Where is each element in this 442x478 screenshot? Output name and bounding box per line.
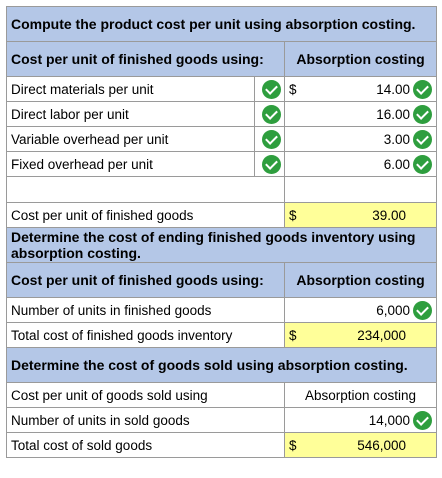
check-icon	[262, 154, 281, 174]
currency-symbol	[284, 101, 305, 127]
table-row: Total cost of sold goods $ 546,000	[6, 432, 438, 458]
section2-header-row: Cost per unit of finished goods using: A…	[6, 262, 438, 298]
direct-materials-value: 14.00	[376, 81, 411, 97]
currency-symbol	[284, 126, 305, 152]
section1-title: Compute the product cost per unit using …	[5, 6, 438, 42]
table-row: Total cost of finished goods inventory $…	[6, 322, 438, 348]
section3-header-row: Cost per unit of goods sold using Absorp…	[6, 382, 438, 408]
total-finished-inventory-value: 234,000	[304, 322, 438, 348]
total-finished-inventory-label: Total cost of finished goods inventory	[6, 322, 285, 348]
direct-labor-input[interactable]: 16.00	[304, 101, 438, 127]
check-icon	[413, 154, 433, 174]
section2-title: Determine the cost of ending finished go…	[5, 227, 438, 263]
currency-symbol: $	[284, 76, 305, 102]
check-icon	[262, 129, 281, 149]
fixed-overhead-input[interactable]: 6.00	[304, 151, 438, 177]
table-row: Number of units in sold goods 14,000	[6, 407, 438, 433]
section3-title: Determine the cost of goods sold using a…	[5, 347, 438, 383]
currency-symbol: $	[284, 432, 305, 458]
section3-header-col: Absorption costing	[283, 382, 438, 408]
units-sold-input[interactable]: 14,000	[304, 407, 438, 433]
variable-overhead-input[interactable]: 3.00	[304, 126, 438, 152]
section2-header-label: Cost per unit of finished goods using:	[6, 262, 285, 298]
cost-per-unit-label: Cost per unit of finished goods	[6, 202, 285, 228]
section2-title-row: Determine the cost of ending finished go…	[5, 227, 438, 263]
check-icon	[262, 79, 281, 99]
total-sold-label: Total cost of sold goods	[6, 432, 285, 458]
units-finished-value: 6,000	[376, 302, 411, 318]
section2-header-col: Absorption costing	[283, 262, 438, 298]
section1-header-row: Cost per unit of finished goods using: A…	[6, 41, 438, 77]
table-row: Cost per unit of finished goods $ 39.00	[6, 202, 438, 228]
check-icon	[413, 410, 433, 430]
check-icon	[262, 104, 281, 124]
check-icon	[413, 300, 433, 320]
table-row: Fixed overhead per unit 6.00	[6, 151, 438, 177]
check-icon	[413, 129, 433, 149]
currency-symbol	[284, 151, 305, 177]
check-icon	[413, 79, 433, 99]
direct-materials-label: Direct materials per unit	[6, 76, 255, 102]
section3-title-row: Determine the cost of goods sold using a…	[5, 347, 438, 383]
section1-header-col: Absorption costing	[283, 41, 438, 77]
table-row: Number of units in finished goods 6,000	[6, 297, 438, 323]
direct-materials-input[interactable]: 14.00	[304, 76, 438, 102]
variable-overhead-label: Variable overhead per unit	[6, 126, 255, 152]
units-finished-label: Number of units in finished goods	[6, 297, 285, 323]
table-row: Direct labor per unit 16.00	[6, 101, 438, 127]
absorption-costing-worksheet: Compute the product cost per unit using …	[5, 6, 438, 458]
fixed-overhead-value: 6.00	[383, 156, 411, 172]
total-sold-value: 546,000	[304, 432, 438, 458]
section1-title-row: Compute the product cost per unit using …	[5, 6, 438, 42]
section3-header-label: Cost per unit of goods sold using	[6, 382, 285, 408]
units-finished-input[interactable]: 6,000	[304, 297, 438, 323]
blank-row	[6, 176, 438, 203]
section1-header-label: Cost per unit of finished goods using:	[6, 41, 285, 77]
direct-labor-value: 16.00	[376, 106, 411, 122]
check-icon	[413, 104, 433, 124]
table-row: Direct materials per unit $ 14.00	[6, 76, 438, 102]
variable-overhead-value: 3.00	[383, 131, 411, 147]
costing-table: Compute the product cost per unit using …	[5, 6, 438, 458]
fixed-overhead-label: Fixed overhead per unit	[6, 151, 255, 177]
units-sold-label: Number of units in sold goods	[6, 407, 285, 433]
direct-labor-label: Direct labor per unit	[6, 101, 255, 127]
units-sold-value: 14,000	[368, 412, 411, 428]
cost-per-unit-value: 39.00	[304, 202, 438, 228]
currency-symbol: $	[284, 322, 305, 348]
currency-symbol: $	[284, 202, 305, 228]
table-row: Variable overhead per unit 3.00	[6, 126, 438, 152]
